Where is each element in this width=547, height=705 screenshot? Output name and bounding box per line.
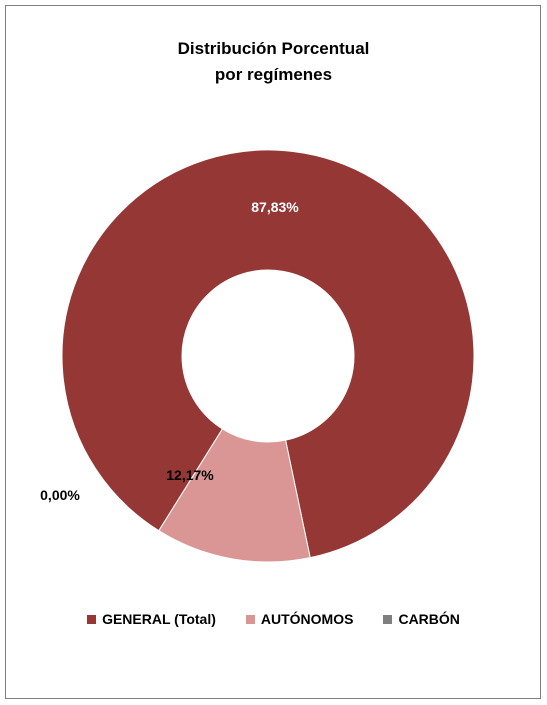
chart-title-line-1: Distribución Porcentual — [177, 39, 370, 58]
legend-label-autonomos: AUTÓNOMOS — [260, 611, 354, 627]
legend-item-autonomos: AUTÓNOMOS — [245, 611, 354, 627]
legend-label-general: GENERAL (Total) — [102, 611, 216, 627]
legend-item-carbon: CARBÓN — [383, 611, 460, 627]
data-label-general: 87,83% — [251, 199, 299, 215]
legend-swatch-carbon — [383, 614, 393, 624]
doughnut-slices — [61, 149, 475, 563]
slice-general — [61, 149, 475, 559]
chart-title-line-2: por regímenes — [214, 65, 333, 84]
legend-label-carbon: CARBÓN — [398, 611, 460, 627]
chart-title: Distribución Porcentual por regímenes — [0, 36, 547, 88]
chart-legend: GENERAL (Total) AUTÓNOMOS CARBÓN — [0, 611, 547, 627]
slice-autonomos — [158, 428, 311, 563]
data-label-carbon: 0,00% — [40, 487, 80, 503]
doughnut-data-labels: 87,83% 12,17% 0,00% — [40, 199, 299, 503]
legend-item-general: GENERAL (Total) — [87, 611, 216, 627]
data-label-autonomos: 12,17% — [166, 467, 214, 483]
legend-swatch-general — [87, 614, 97, 624]
legend-swatch-autonomos — [245, 614, 255, 624]
